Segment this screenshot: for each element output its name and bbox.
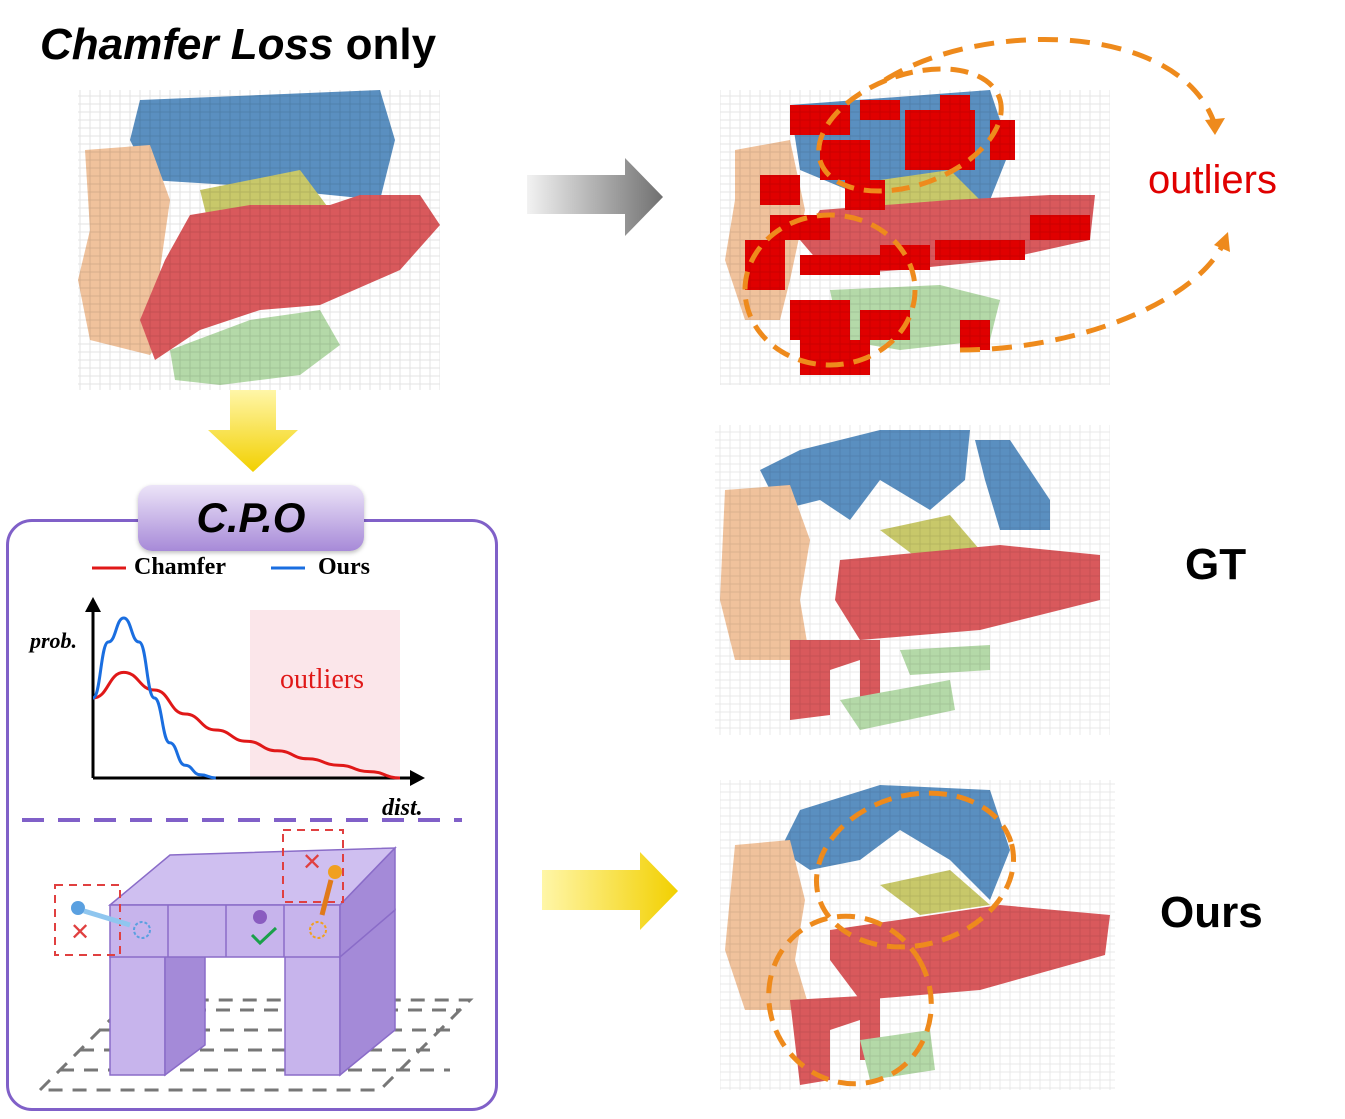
title-only: only (333, 20, 437, 69)
voxel-diagram: ✕ ✕ (36, 829, 474, 1092)
gt-label: GT (1185, 540, 1247, 589)
scene-gt (715, 425, 1110, 735)
legend-ours-label: Ours (318, 554, 371, 580)
legend-chamfer-label: Chamfer (134, 554, 226, 580)
outliers-label: outliers (1148, 158, 1277, 202)
x-axis-label: dist. (382, 795, 423, 821)
scene-chamfer-only (78, 90, 440, 390)
ours-label: Ours (1160, 888, 1263, 937)
title-chamfer-loss: Chamfer Loss (40, 20, 334, 69)
svg-text:✕: ✕ (302, 849, 322, 876)
figure-title: Chamfer Loss only (40, 20, 436, 70)
series-chamfer-line (92, 670, 401, 780)
yellow-down-arrow (208, 390, 298, 472)
cpo-badge: C.P.O (138, 485, 364, 551)
scene-ours (720, 780, 1115, 1090)
y-axis-label: prob. (30, 628, 78, 653)
svg-text:✕: ✕ (70, 919, 90, 946)
cpo-chart (85, 566, 425, 786)
gray-arrow (527, 158, 663, 236)
yellow-right-arrow (542, 852, 678, 930)
cpo-panel (6, 519, 498, 1111)
scene-outliers (720, 36, 1230, 385)
outliers-region-label: outliers (280, 664, 364, 695)
series-ours-line (91, 616, 216, 780)
